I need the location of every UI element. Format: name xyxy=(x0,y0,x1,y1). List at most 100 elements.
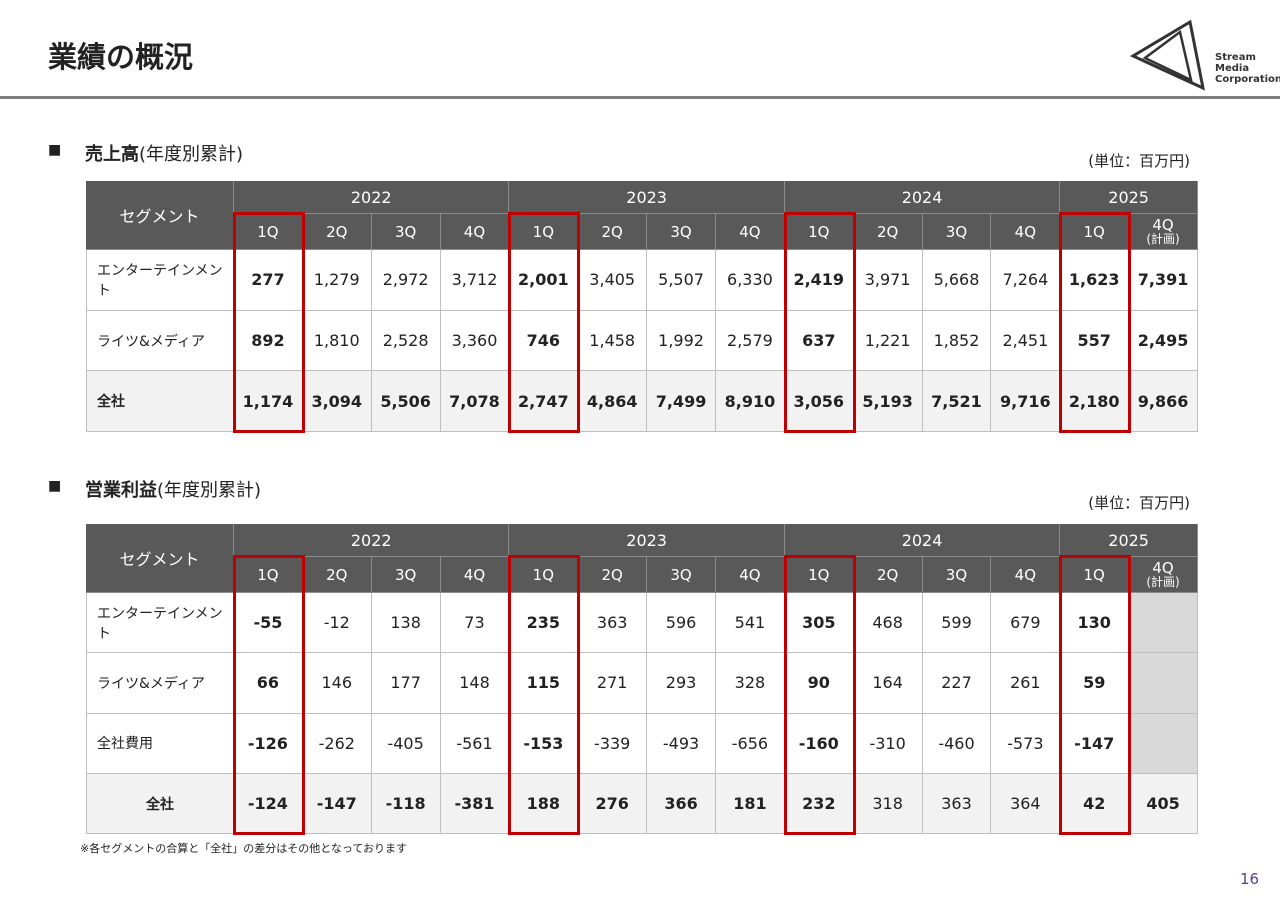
plan-note: (計画) xyxy=(1146,574,1180,589)
table-cell: -381 xyxy=(440,773,510,835)
table-cell: 3,712 xyxy=(440,250,510,311)
slide-title: 業績の概況 xyxy=(48,40,194,74)
quarter-label: 3Q xyxy=(394,565,417,584)
quarter-label: 1Q xyxy=(257,222,279,241)
table-cell: 318 xyxy=(853,773,923,835)
table-cell: 7,264 xyxy=(991,250,1061,311)
quarter-label: 1Q xyxy=(257,565,279,584)
table-cell: 328 xyxy=(716,653,785,714)
table-cell: -310 xyxy=(853,713,923,774)
table-cell: -493 xyxy=(647,713,716,774)
quarter-header: 4Q xyxy=(991,214,1061,250)
table-cell: 59 xyxy=(1060,653,1130,714)
page-number: 16 xyxy=(1240,870,1260,888)
table-cell xyxy=(1129,713,1198,774)
table-cell: 1,279 xyxy=(302,250,372,311)
quarter-header: 1Q xyxy=(234,214,303,250)
table-cell: 2,972 xyxy=(371,250,441,311)
quarter-label: 4Q xyxy=(1152,215,1174,234)
row-label: エンターテインメント xyxy=(86,250,234,311)
quarter-header: 4Q (計画) xyxy=(1129,557,1198,593)
quarter-header: 1Q xyxy=(784,557,854,593)
plan-note: (計画) xyxy=(1146,231,1180,246)
table-cell: -124 xyxy=(234,773,303,835)
table-cell: 1,221 xyxy=(853,310,923,372)
table-cell: 637 xyxy=(784,310,854,372)
table-cell: 188 xyxy=(509,773,579,835)
table-cell: 305 xyxy=(784,593,854,654)
bullet: ■ xyxy=(48,478,62,494)
quarter-label: 3Q xyxy=(945,222,968,241)
quarter-header: 3Q xyxy=(922,214,992,250)
footnote: ※各セグメントの合算と「全社」の差分はその他となっております xyxy=(80,842,408,855)
quarter-header: 2Q xyxy=(578,214,648,250)
quarter-label: 4Q xyxy=(739,565,761,584)
quarter-header: 4Q xyxy=(991,557,1061,593)
logo-mark xyxy=(1129,19,1206,91)
segment-header: セグメント xyxy=(86,181,234,250)
table-cell: 3,360 xyxy=(440,310,510,372)
table-cell: -126 xyxy=(234,713,303,774)
table-cell: 679 xyxy=(991,593,1061,654)
quarter-label: 1Q xyxy=(1083,222,1105,241)
unit-note: (単位：百万円) xyxy=(1088,152,1190,170)
table-cell: -262 xyxy=(302,713,372,774)
heading-bold: 営業利益 xyxy=(85,480,157,501)
table-cell: 541 xyxy=(716,593,785,654)
table-cell: 2,419 xyxy=(784,250,854,311)
row-label: エンターテインメント xyxy=(86,593,234,654)
table-cell: 1,458 xyxy=(578,310,648,372)
table-cell: 261 xyxy=(991,653,1061,714)
table-cell: 177 xyxy=(371,653,441,714)
quarter-label: 4Q xyxy=(739,222,761,241)
table-cell: -118 xyxy=(371,773,441,835)
table-cell: 9,716 xyxy=(991,371,1061,433)
quarter-label: 2Q xyxy=(326,222,348,241)
table-cell: 405 xyxy=(1129,773,1198,835)
quarter-label: 4Q xyxy=(1014,565,1037,584)
unit-note: (単位：百万円) xyxy=(1088,494,1190,512)
table-cell: 8,910 xyxy=(716,371,785,433)
quarter-header: 2Q xyxy=(853,557,923,593)
table-cell: 130 xyxy=(1060,593,1130,654)
table-cell: 5,193 xyxy=(853,371,923,433)
table-cell: 181 xyxy=(716,773,785,835)
table-cell: 3,056 xyxy=(784,371,854,433)
quarter-label: 2Q xyxy=(326,565,348,584)
quarter-label: 2Q xyxy=(876,222,899,241)
heading-rest: (年度別累計) xyxy=(139,144,244,165)
quarter-header: 4Q xyxy=(440,557,510,593)
table-cell: 232 xyxy=(784,773,854,835)
quarter-header: 2Q xyxy=(578,557,648,593)
table-cell: 2,495 xyxy=(1129,310,1198,372)
table-cell: 293 xyxy=(647,653,716,714)
row-label: ライツ&メディア xyxy=(86,310,234,372)
table-cell: -405 xyxy=(371,713,441,774)
table-cell: 5,506 xyxy=(371,371,441,433)
quarter-header: 1Q xyxy=(509,214,579,250)
quarter-label: 4Q xyxy=(463,565,486,584)
table-cell: -160 xyxy=(784,713,854,774)
row-label: 全社 xyxy=(86,371,234,433)
table-cell: 7,078 xyxy=(440,371,510,433)
table-cell: 1,623 xyxy=(1060,250,1130,311)
table-cell: -147 xyxy=(302,773,372,835)
table-cell: 364 xyxy=(991,773,1061,835)
table-cell: 4,864 xyxy=(578,371,648,433)
quarter-label: 3Q xyxy=(670,222,692,241)
year-header: 2025 xyxy=(1060,524,1198,557)
table-cell: 276 xyxy=(578,773,648,835)
table-cell: 90 xyxy=(784,653,854,714)
table-cell: 599 xyxy=(922,593,992,654)
table-cell: 557 xyxy=(1060,310,1130,372)
quarter-label: 2Q xyxy=(601,565,623,584)
table-cell: 271 xyxy=(578,653,648,714)
row-label: ライツ&メディア xyxy=(86,653,234,714)
table-cell: 2,579 xyxy=(716,310,785,372)
quarter-label: 1Q xyxy=(532,222,555,241)
table-cell: 468 xyxy=(853,593,923,654)
quarter-header: 1Q xyxy=(509,557,579,593)
year-header: 2025 xyxy=(1060,181,1198,214)
quarter-label: 2Q xyxy=(876,565,899,584)
table-cell: 148 xyxy=(440,653,510,714)
